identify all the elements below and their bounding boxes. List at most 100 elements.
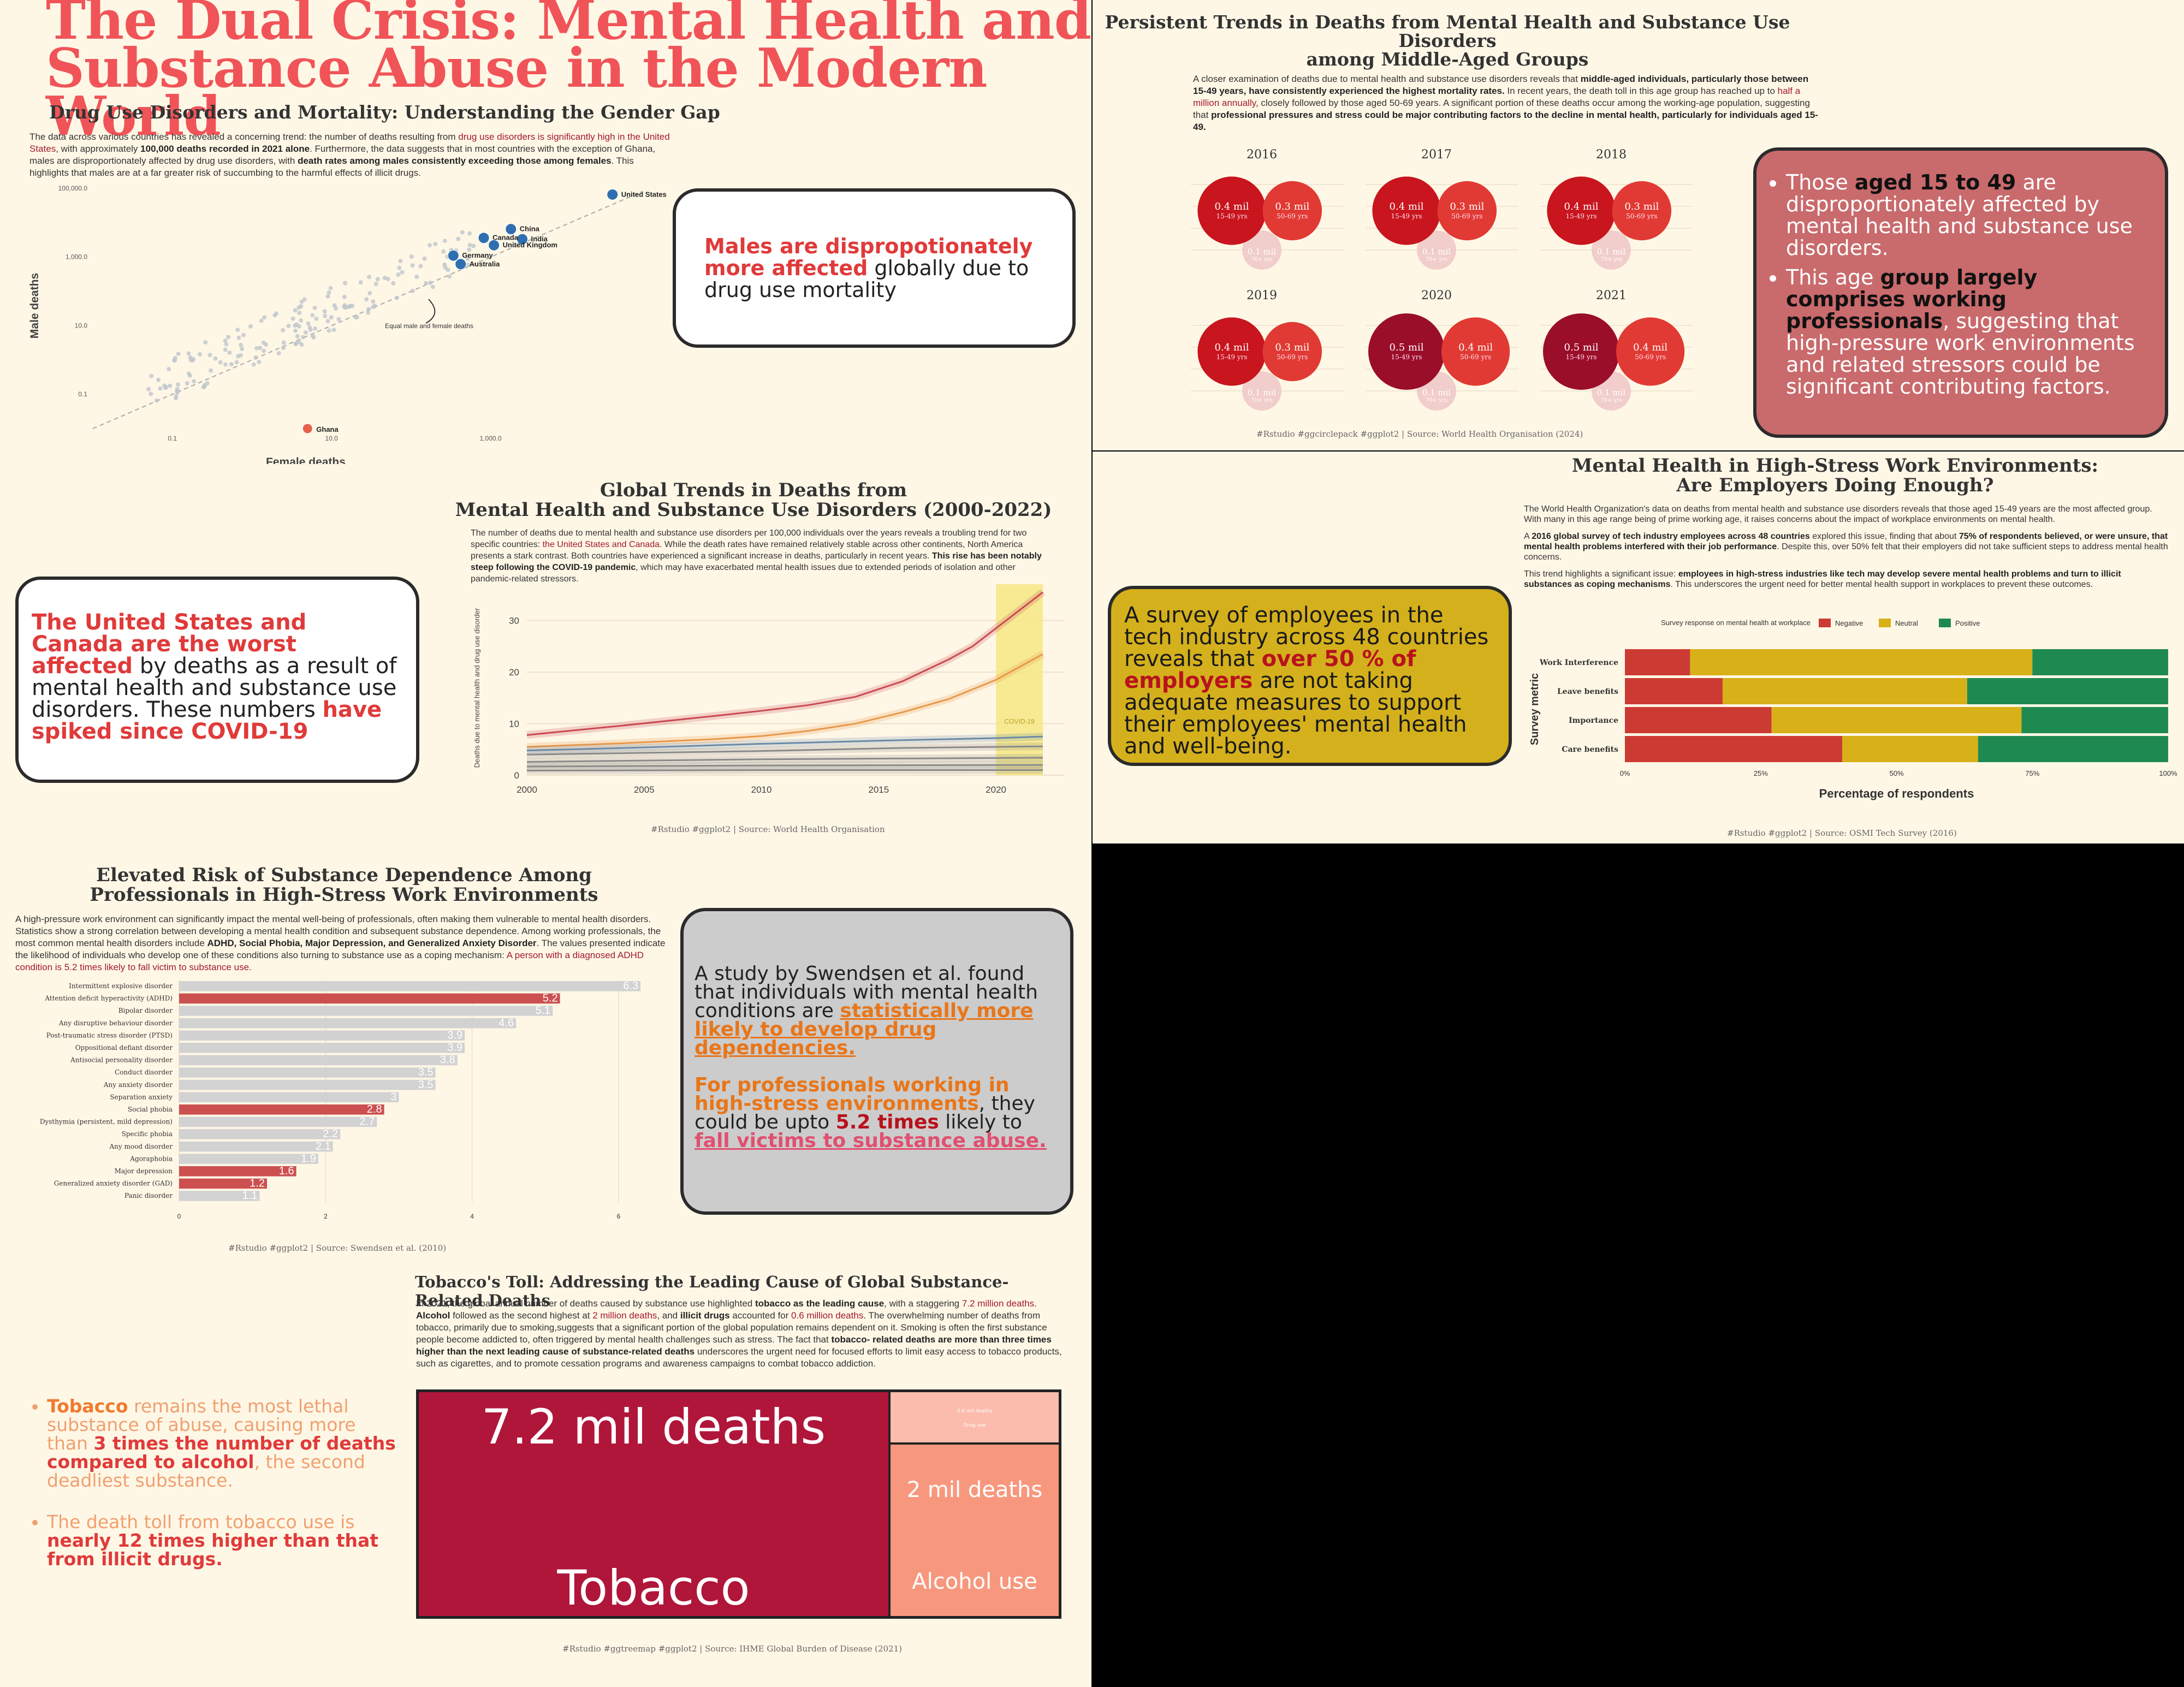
bar-value-label: 5.1 (535, 1005, 550, 1017)
panel1-callout-text: globally due to drug use mortality (704, 256, 1029, 302)
bubble-70plus (1417, 230, 1456, 270)
stack-segment (2032, 649, 2168, 675)
bubble-group: 70+ yrs (1251, 397, 1273, 403)
x-axis-title: Female deaths (266, 456, 346, 464)
panel4-callout: A survey of employees in the tech indust… (1108, 586, 1512, 766)
panel5-title: Elevated Risk of Substance Dependence Am… (90, 864, 598, 906)
risk-bar (179, 1166, 296, 1177)
stacked-bar-chart: Survey response on mental health at work… (1529, 619, 2177, 800)
country-point (262, 315, 267, 320)
country-point (272, 313, 277, 318)
point-label: Germany (462, 251, 493, 259)
country-point (366, 307, 371, 312)
bubble-grid: 2016 0.4 mil 15-49 yrs 0.3 mil 50-69 yrs 0.1 … (1180, 146, 1726, 425)
bubble-group: 70+ yrs (1251, 257, 1273, 263)
x-tick-label: 50% (1889, 769, 1903, 777)
stack-segment (1842, 736, 1978, 762)
bubble-group: 70+ yrs (1426, 397, 1447, 403)
risk-bar (179, 1104, 384, 1115)
country-point (310, 334, 315, 338)
bubble-70plus (1242, 371, 1281, 411)
risk-bar (179, 1191, 260, 1201)
highlight-point (447, 250, 459, 262)
stack-segment (1690, 649, 2033, 675)
country-point (323, 313, 328, 318)
country-point (229, 362, 234, 367)
country-point (257, 360, 262, 365)
highlight-point (478, 232, 490, 244)
legend-label: Negative (1835, 619, 1863, 627)
point-label: United Kingdom (503, 241, 557, 249)
bubble-value: 0.4 mil (1215, 342, 1249, 353)
panel6-source: #Rstudio #ggtreemap #ggplot2 | Source: I… (562, 1644, 902, 1654)
stack-segment (1625, 736, 1842, 762)
bubble-cell-2016: 2016 0.4 mil 15-49 yrs 0.3 mil 50-69 yrs 0.1 … (1180, 146, 1355, 287)
category-label: Generalized anxiety disorder (GAD) (54, 1180, 173, 1187)
country-point (234, 360, 239, 365)
country-point (175, 390, 180, 395)
country-point (342, 294, 347, 299)
stack-segment (2021, 707, 2168, 733)
covid-label: COVID-19 (1004, 718, 1035, 726)
stack-segment (1625, 678, 1723, 704)
stack-segment (1625, 649, 1690, 675)
bubble-50-69 (1262, 181, 1322, 241)
country-point (385, 277, 390, 282)
tobacco-bullet: The death toll from tobacco use is nearl… (47, 1513, 399, 1569)
panel1-callout-highlight: Males are dispropotionately more affecte… (704, 234, 1033, 280)
panel1-title: Drug Use Disorders and Mortality: Unders… (49, 102, 720, 123)
bubble-15-49 (1547, 176, 1616, 245)
bar-value-label: 3.9 (447, 1029, 462, 1041)
country-point (310, 313, 315, 318)
country-point (322, 309, 327, 314)
panel1-callout: Males are dispropotionately more affecte… (673, 188, 1076, 348)
bubble-value: 0.4 mil (1633, 342, 1667, 353)
risk-bar (179, 1141, 333, 1152)
country-point (239, 342, 244, 347)
country-point (202, 384, 207, 389)
stack-segment (1978, 736, 2168, 762)
country-point (346, 305, 351, 310)
country-point (186, 351, 191, 356)
country-point (154, 398, 159, 403)
main-title-line1: The Dual Crisis: Mental Health and (46, 0, 1091, 52)
country-point (471, 243, 476, 248)
bubble-15-49 (1372, 176, 1441, 245)
bubble-15-49 (1368, 313, 1445, 390)
country-point (168, 383, 173, 388)
country-point (430, 284, 435, 289)
country-point (224, 342, 229, 347)
treemap-value-label: 0.6 mil deaths (957, 1409, 993, 1414)
bar-value-label: 6.3 (623, 980, 638, 992)
bubble-group: 50-69 yrs (1451, 212, 1482, 220)
country-point (442, 239, 447, 243)
country-point (428, 281, 433, 286)
country-point (293, 328, 298, 333)
bar-value-label: 3.5 (418, 1079, 434, 1091)
panel3-title: Global Trends in Deaths from Mental Heal… (455, 479, 1052, 521)
country-point (238, 353, 243, 358)
country-point (286, 323, 291, 328)
category-label: Any mood disorder (109, 1143, 173, 1150)
panel6-bullets: Tobacco remains the most lethal substanc… (22, 1397, 399, 1576)
country-point (146, 387, 151, 391)
category-label: Agoraphobia (129, 1155, 173, 1162)
country-point (467, 247, 472, 252)
point-label: India (531, 235, 548, 243)
x-tick-label: 100% (2159, 769, 2177, 777)
category-label: Post-traumatic stress disorder (PTSD) (46, 1031, 173, 1039)
country-point (332, 303, 337, 308)
country-point (293, 308, 298, 313)
country-point (276, 351, 281, 356)
highlight-point (302, 423, 313, 434)
country-point (240, 346, 245, 351)
bar-value-label: 4.6 (498, 1017, 514, 1029)
panel6-paragraph: In 2021, the global annual number of dea… (416, 1298, 1062, 1369)
category-label: Specific phobia (122, 1130, 173, 1138)
risk-bar (179, 1154, 318, 1164)
country-point (350, 304, 355, 308)
bubble-group: 15-49 yrs (1391, 212, 1422, 220)
treemap-value-label: 2 mil deaths (906, 1477, 1043, 1502)
